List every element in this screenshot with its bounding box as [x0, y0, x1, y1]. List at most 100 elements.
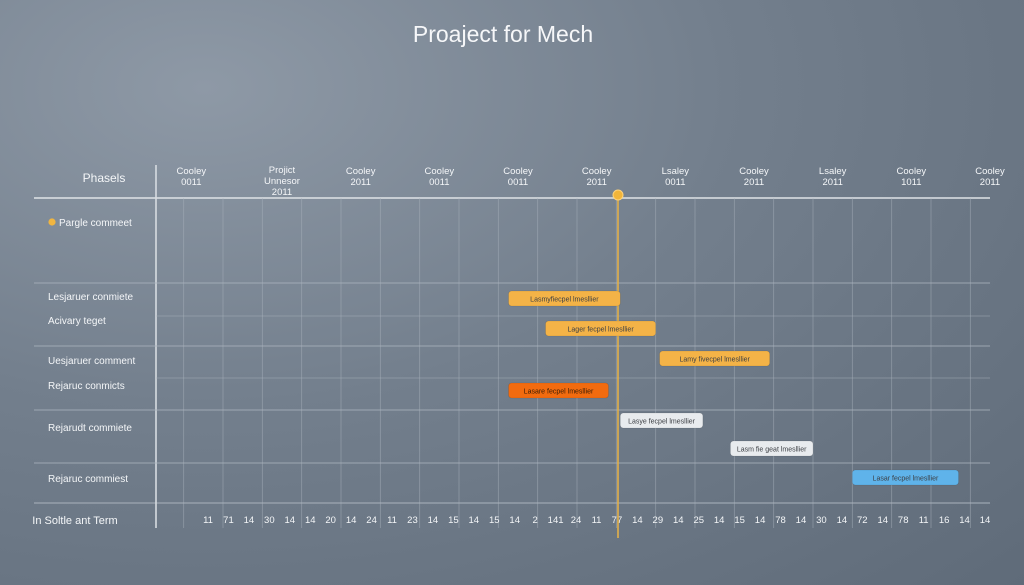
footer-tick-label: 14 — [959, 515, 970, 526]
phase-column-header: Phasels — [83, 171, 126, 185]
column-header-line: Lsaley — [819, 166, 847, 177]
footer-tick-label: 15 — [734, 515, 745, 526]
footer-tick-label: 14 — [509, 515, 520, 526]
column-header-line: 0011 — [508, 177, 528, 188]
column-header: Cooley 2011 — [739, 166, 769, 188]
footer-tick-label: 14 — [673, 515, 684, 526]
phase-dot-icon — [48, 218, 56, 226]
column-header-line: Lsaley — [662, 166, 690, 177]
footer-tick-label: 24 — [366, 515, 377, 526]
phase-label: Lesjaruer conmiete — [48, 292, 133, 303]
footer-tick-label: 14 — [755, 515, 766, 526]
footer-tick-label: 11 — [387, 515, 397, 526]
footer-tick-label: 14 — [714, 515, 725, 526]
footer-tick-label: 141 — [548, 515, 564, 526]
task-bar-label: Lamy fivecpel lmesllier — [679, 357, 750, 364]
column-header-line: 2011 — [822, 177, 842, 188]
footer-tick-label: 23 — [407, 515, 418, 526]
column-header: Cooley 2011 — [346, 166, 376, 188]
footer-tick-label: 14 — [632, 515, 643, 526]
footer-tick-label: 29 — [653, 515, 664, 526]
column-header-line: Cooley — [503, 166, 533, 177]
task-bar-label: Lasare fecpel lmesllier — [524, 389, 594, 396]
footer-tick-label: 14 — [346, 515, 357, 526]
column-header: Cooley 1011 — [897, 166, 927, 188]
column-header-line: Cooley — [582, 166, 612, 177]
task-bar — [619, 412, 704, 429]
footer-tick-label: 14 — [837, 515, 848, 526]
column-header-line: Projict — [269, 165, 296, 176]
footer-tick-label: 78 — [775, 515, 786, 526]
footer-tick-label: 71 — [223, 515, 234, 526]
column-header-line: Unnesor — [264, 176, 300, 187]
footer-tick-label: 14 — [980, 515, 991, 526]
footer-tick-label: 30 — [816, 515, 827, 526]
task-bar — [508, 382, 609, 399]
footer-tick-label: 15 — [448, 515, 459, 526]
column-header: Cooley 0011 — [177, 166, 207, 188]
column-header: Cooley 2011 — [975, 166, 1005, 188]
phase-label: Pargle commeet — [59, 218, 132, 229]
column-header-line: 2011 — [980, 177, 1000, 188]
footer-tick-label: 11 — [919, 515, 929, 526]
footer-tick-label: 2 — [533, 515, 538, 526]
column-header-line: Cooley — [975, 166, 1005, 177]
footer-tick-label: 16 — [939, 515, 950, 526]
task-bar-label: Lasm fie geat lmesllier — [737, 447, 807, 454]
footer-tick-label: 14 — [244, 515, 255, 526]
column-header: Projict Unnesor 2011 — [264, 165, 300, 198]
task-bar — [508, 290, 621, 307]
task-bar-label: Lasar fecpel lmesllier — [873, 476, 939, 483]
phase-label-layer: Pargle commeet Lesjaruer conmiete Acivary … — [48, 218, 135, 485]
footer-tick-label: 24 — [571, 515, 582, 526]
footer-tick-label: 11 — [203, 515, 213, 526]
today-dot-icon — [612, 189, 624, 201]
footer-tick-label: 11 — [592, 515, 602, 526]
column-header-line: 2011 — [586, 177, 606, 188]
task-bar — [659, 350, 771, 367]
footer-tick-label: 14 — [877, 515, 888, 526]
column-header: Lsaley 2011 — [819, 166, 847, 188]
column-header-line: 0011 — [181, 177, 201, 188]
column-header-line: Cooley — [897, 166, 927, 177]
task-bar — [545, 320, 656, 337]
footer-tick-label: 14 — [428, 515, 439, 526]
column-header-line: 2011 — [350, 177, 370, 188]
task-bar-label: Lasye fecpel lmesllier — [628, 419, 696, 426]
task-bar — [730, 440, 814, 457]
column-header-line: 0011 — [665, 177, 685, 188]
column-header: Cooley 0011 — [425, 166, 455, 188]
footer-label: In Soltle ant Term — [32, 515, 117, 527]
phase-label: Rejarudt commiete — [48, 423, 132, 434]
footer-tick-layer: 11 71 14 30 14 14 20 14 24 11 23 14 15 14 15 14 2 141 24 11… — [203, 515, 990, 526]
column-header-line: 0011 — [429, 177, 449, 188]
column-header: Cooley 2011 — [582, 166, 612, 188]
chart-title: Proaject for Mech — [413, 21, 593, 47]
footer-tick-label: 14 — [796, 515, 807, 526]
column-header-line: 2011 — [744, 177, 764, 188]
column-header-line: 2011 — [272, 187, 292, 198]
footer-tick-label: 77 — [612, 515, 623, 526]
today-marker-layer — [612, 189, 624, 538]
column-header-line: 1011 — [901, 177, 921, 188]
column-header-line: Cooley — [177, 166, 207, 177]
column-header: Cooley 0011 — [503, 166, 533, 188]
phase-label: Rejaruc conmicts — [48, 381, 125, 392]
footer-tick-label: 20 — [325, 515, 336, 526]
phase-label: Rejaruc commiest — [48, 474, 128, 485]
footer-tick-label: 30 — [264, 515, 275, 526]
task-bar-layer: Lasmyfiecpel lmesllier Lager fecpel lmesl… — [508, 290, 959, 486]
column-header-line: Cooley — [346, 166, 376, 177]
phase-label: Acivary teget — [48, 316, 106, 327]
footer-tick-label: 15 — [489, 515, 500, 526]
task-bar-label: Lasmyfiecpel lmesllier — [530, 297, 599, 304]
footer-tick-label: 14 — [469, 515, 480, 526]
column-header-line: Cooley — [425, 166, 455, 177]
footer-tick-label: 14 — [285, 515, 296, 526]
footer-tick-label: 78 — [898, 515, 909, 526]
footer-tick-label: 72 — [857, 515, 868, 526]
column-header-line: Cooley — [739, 166, 769, 177]
task-bar-label: Lager fecpel lmesllier — [568, 327, 635, 334]
